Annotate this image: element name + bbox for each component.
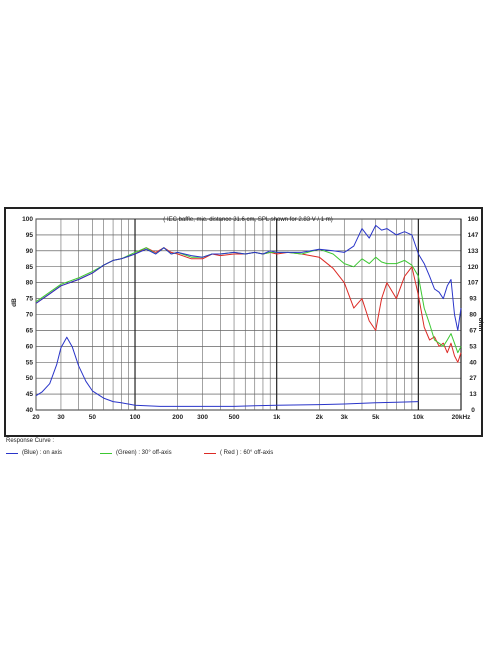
x-tick-label: 500 <box>229 414 240 421</box>
legend-title: Response Curve : <box>6 438 55 444</box>
x-tick-label: 50 <box>89 414 97 421</box>
x-tick-label: 20 <box>32 414 40 421</box>
y-right-tick-label: 160 <box>468 216 479 223</box>
x-tick-label: 100 <box>130 414 141 421</box>
x-tick-label: 5k <box>372 414 380 421</box>
legend-label-red: ( Red ) : 60° off-axis <box>220 450 274 456</box>
y-left-tick-label: 60 <box>26 343 34 350</box>
y-right-tick-label: 107 <box>468 280 479 287</box>
y-right-tick-label: 40 <box>469 359 477 366</box>
y-left-tick-label: 55 <box>26 359 34 366</box>
y-right-tick-label: 93 <box>469 296 477 303</box>
y-right-tick-label: 133 <box>468 248 479 255</box>
y-right-tick-label: 120 <box>468 264 479 271</box>
legend-item-green: (Green) : 30° off-axis <box>100 450 172 456</box>
legend-item-red: ( Red ) : 60° off-axis <box>204 450 273 456</box>
legend-swatch-red <box>204 452 216 454</box>
y-right-tick-label: 67 <box>469 327 477 334</box>
y-left-tick-label: 50 <box>26 375 34 382</box>
y-left-tick-label: 75 <box>26 296 34 303</box>
y-right-tick-label: 0 <box>471 407 475 414</box>
legend-swatch-blue <box>6 452 18 454</box>
legend: Response Curve : (Blue) : on axis (Green… <box>6 438 486 468</box>
y-left-axis-label: dB <box>11 298 18 307</box>
y-left-tick-label: 90 <box>26 248 34 255</box>
series-line-0 <box>35 224 462 331</box>
y-right-tick-label: 53 <box>469 343 477 350</box>
legend-swatch-green <box>100 452 112 454</box>
y-left-tick-label: 65 <box>26 327 34 334</box>
y-left-tick-label: 100 <box>22 216 33 223</box>
x-tick-label: 200 <box>172 414 183 421</box>
response-chart: 40 0 45 13 50 27 55 40 60 53 65 67 70 80 75 93 80 107 85 12… <box>11 216 484 421</box>
x-tick-label: 30 <box>57 414 65 421</box>
x-tick-label: 1k <box>273 414 281 421</box>
y-right-axis-label: ohm <box>477 318 484 332</box>
legend-item-blue: (Blue) : on axis <box>6 450 62 456</box>
legend-label-green: (Green) : 30° off-axis <box>116 450 172 456</box>
series-line-3 <box>35 336 419 407</box>
y-right-tick-label: 27 <box>469 375 477 382</box>
legend-label-blue: (Blue) : on axis <box>22 450 63 456</box>
y-left-tick-label: 70 <box>26 312 34 319</box>
y-right-tick-label: 147 <box>468 232 479 239</box>
y-left-tick-label: 80 <box>26 280 34 287</box>
chart-caption: ( IEC baffle, mic. distance 31.6 cm, SPL… <box>163 217 333 223</box>
y-left-tick-label: 85 <box>26 264 34 271</box>
x-tick-label: 10k <box>413 414 424 421</box>
y-left-tick-label: 45 <box>26 391 34 398</box>
chart-frame: 40 0 45 13 50 27 55 40 60 53 65 67 70 80 75 93 80 107 85 12… <box>4 207 484 437</box>
x-tick-label: 20kHz <box>452 414 472 421</box>
y-left-tick-label: 40 <box>26 407 34 414</box>
y-left-tick-label: 95 <box>26 232 34 239</box>
x-tick-label: 3k <box>341 414 349 421</box>
y-right-tick-label: 13 <box>469 391 477 398</box>
y-right-tick-label: 80 <box>469 312 477 319</box>
x-tick-label: 2k <box>316 414 324 421</box>
x-tick-label: 300 <box>197 414 208 421</box>
